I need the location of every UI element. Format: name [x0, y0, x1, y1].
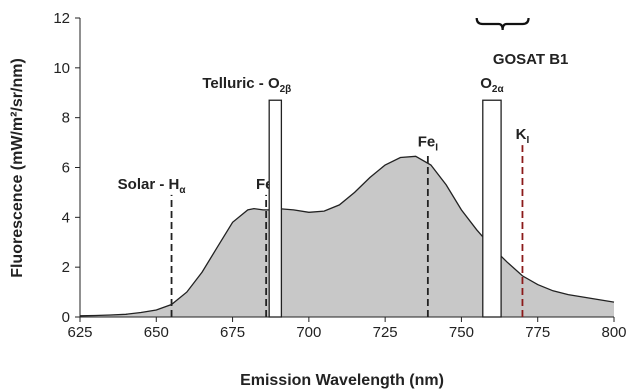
- y-tick-label: 8: [62, 110, 70, 127]
- band-rect-0: [268, 99, 283, 318]
- gosat-brace: [475, 17, 530, 31]
- gosat-label: GOSAT B1: [493, 51, 569, 68]
- band-label-1: O2α: [480, 75, 504, 95]
- x-tick-label: 625: [67, 324, 92, 341]
- spectrum-area: [80, 156, 614, 317]
- y-tick-label: 2: [62, 259, 70, 276]
- x-tick-label: 775: [525, 324, 550, 341]
- x-tick-label: 700: [296, 324, 321, 341]
- y-tick-label: 6: [62, 160, 70, 177]
- dashed-line-label-2: FeI: [418, 134, 439, 154]
- x-tick-label: 650: [144, 324, 169, 341]
- y-tick-label: 4: [62, 209, 70, 226]
- y-tick-label: 10: [53, 60, 70, 77]
- x-tick-label: 750: [449, 324, 474, 341]
- x-tick-label: 725: [373, 324, 398, 341]
- band-rect-1: [482, 99, 502, 318]
- x-tick-label: 800: [601, 324, 626, 341]
- band-label-0: Telluric - O2β: [202, 75, 291, 95]
- y-tick-label: 0: [62, 309, 70, 326]
- y-tick-label: 12: [53, 10, 70, 27]
- plot-layer: 625 650 675 700 725 750 775 800 0 2 4 6 8 10 12 Solar -…: [53, 10, 626, 341]
- y-axis-title: Fluorescence (mW/m²/sr/nm): [9, 58, 26, 278]
- dashed-line-label-0: Solar - Hα: [118, 176, 187, 196]
- x-axis-title: Emission Wavelength (nm): [240, 372, 444, 389]
- x-tick-label: 675: [220, 324, 245, 341]
- spectrum-line: [79, 155, 615, 317]
- dashed-line-label-3: KI: [516, 126, 530, 146]
